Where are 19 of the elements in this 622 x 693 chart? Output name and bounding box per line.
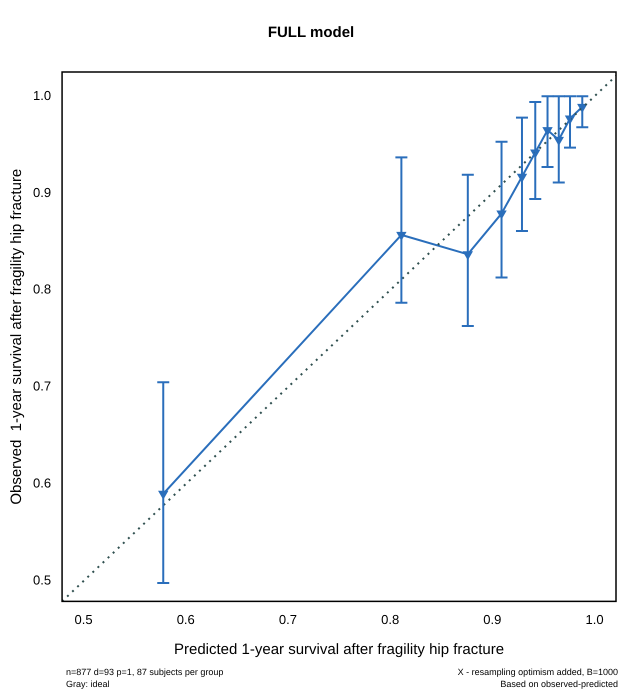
y-tick-label: 0.5 [32, 572, 52, 588]
text: Gray: ideal [66, 679, 110, 689]
x-tick-label: 0.6 [176, 612, 195, 627]
x-tick-label: 0.7 [278, 612, 297, 627]
y-tick-label: 0.7 [32, 378, 52, 394]
x-tick-label: 1.0 [586, 612, 604, 627]
y-tick-label: 0.6 [32, 476, 52, 491]
x-tick-label: 0.8 [381, 612, 400, 627]
x-tick-label: 0.5 [74, 612, 93, 627]
chart-title: FULL model [268, 24, 354, 42]
x-axis-title: Predicted 1-year survival after fragility hip fracture [174, 641, 504, 658]
y-tick-label: 1.0 [32, 88, 52, 103]
text: X - resampling optimism added, B=1000 [458, 667, 618, 677]
text: n=877 d=93 p=1, 87 subjects per group [66, 667, 224, 677]
x-tick-label: 0.9 [483, 612, 502, 627]
y-axis-title: Observed 1-year survival after fragility hip fracture [8, 168, 26, 505]
y-tick-label: 0.9 [32, 184, 52, 200]
y-tick-label: 0.8 [32, 282, 52, 297]
text: Based on observed-predicted [500, 679, 618, 689]
